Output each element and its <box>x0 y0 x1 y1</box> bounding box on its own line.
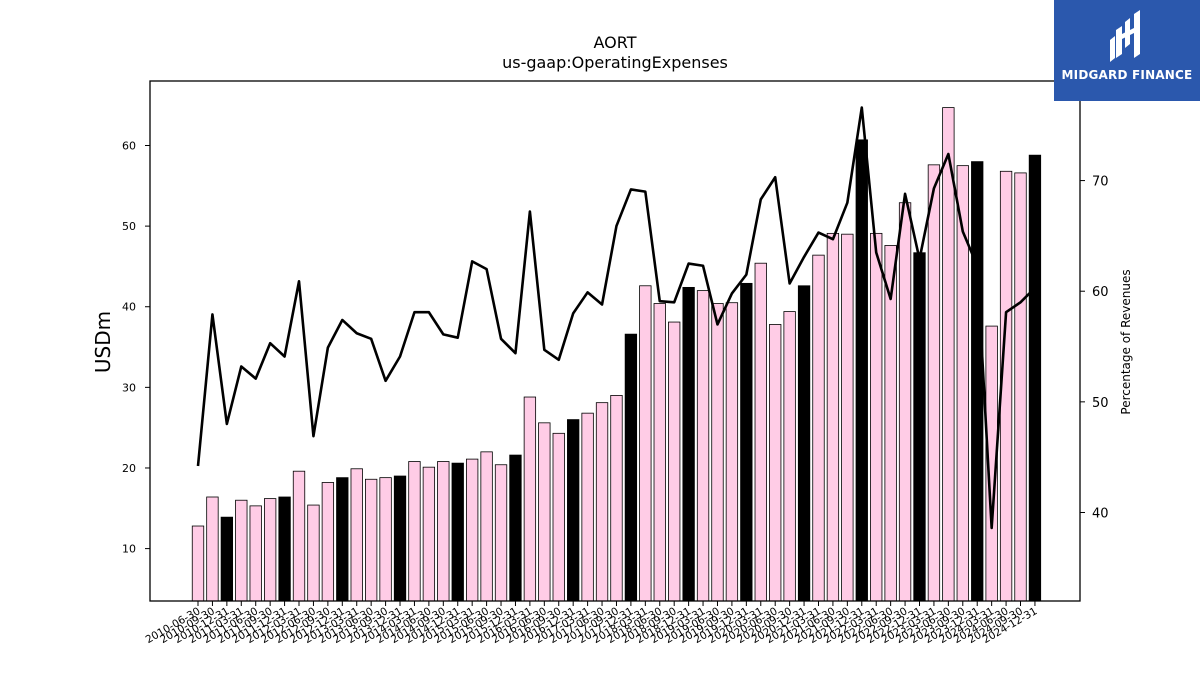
bar <box>812 254 825 602</box>
y-axis-right: 40 50 60 70 <box>1080 175 1109 521</box>
bar <box>567 419 580 602</box>
y2-tick-label: 60 <box>1092 285 1109 300</box>
bar <box>711 303 724 602</box>
bar <box>1028 154 1042 602</box>
y-tick-label: 10 <box>122 543 136 556</box>
bar <box>913 252 926 602</box>
bar <box>466 458 479 602</box>
bar <box>307 504 320 602</box>
bar <box>595 402 609 602</box>
brand-name: MIDGARD FINANCE <box>1061 68 1193 82</box>
bar <box>538 422 551 602</box>
bar <box>336 477 349 602</box>
bar <box>1014 172 1027 602</box>
bar <box>610 395 623 602</box>
y-tick-label: 60 <box>122 139 136 152</box>
brand-logo-mark-icon <box>1110 10 1140 62</box>
bar <box>841 233 854 602</box>
bar <box>754 262 767 602</box>
y2-tick-label: 70 <box>1092 175 1109 190</box>
y2-tick-label: 40 <box>1092 506 1109 521</box>
bar <box>668 321 681 602</box>
bar-series <box>191 107 1042 602</box>
bar <box>725 302 739 602</box>
y-tick-label: 40 <box>122 301 136 314</box>
bar <box>523 396 537 602</box>
bar <box>451 462 464 602</box>
bar <box>826 232 840 602</box>
y-tick-label: 30 <box>122 381 136 394</box>
bar <box>682 286 695 602</box>
bar <box>292 470 306 602</box>
bar <box>393 475 407 602</box>
y2-axis-label: Percentage of Revenues <box>1119 269 1133 414</box>
bar <box>220 516 234 602</box>
bar <box>191 525 205 602</box>
y-axis-label: USDm <box>91 311 115 373</box>
plot-frame <box>149 80 1081 602</box>
chart-title: AORT <box>594 33 637 52</box>
bar <box>509 454 522 602</box>
y2-tick-label: 50 <box>1092 396 1109 411</box>
bar <box>206 496 219 602</box>
bar <box>321 482 335 602</box>
y-tick-label: 20 <box>122 462 136 475</box>
bar <box>740 282 753 602</box>
bar <box>927 164 941 602</box>
bar <box>249 505 262 602</box>
bar <box>855 139 868 602</box>
brand-logo: MIDGARD FINANCE <box>1054 0 1200 101</box>
bar <box>696 290 710 602</box>
bar <box>480 451 493 602</box>
bar <box>653 303 666 602</box>
bar <box>379 477 392 602</box>
x-axis: 2010-06-302010-09-302010-12-312011-03-31… <box>144 601 1039 646</box>
bar <box>263 498 277 602</box>
bar <box>494 464 508 602</box>
bar <box>235 499 248 602</box>
bar <box>783 311 796 602</box>
bar <box>971 161 984 602</box>
bar <box>365 478 378 602</box>
bar <box>639 285 652 602</box>
revenue-percentage-line <box>196 106 1036 530</box>
bar <box>797 285 811 602</box>
bar <box>769 324 782 602</box>
bar <box>624 333 638 602</box>
chart-subtitle: us-gaap:OperatingExpenses <box>502 53 728 72</box>
bar <box>408 461 421 602</box>
bar <box>422 466 436 602</box>
y-axis-left: 10 20 30 40 50 60 <box>122 139 150 556</box>
line-series <box>196 106 1036 530</box>
bar <box>437 461 450 602</box>
bar <box>552 432 565 602</box>
bar <box>350 468 363 602</box>
y-tick-label: 50 <box>122 220 136 233</box>
bar <box>581 412 594 602</box>
bar <box>278 496 291 602</box>
bar <box>898 202 912 602</box>
bar <box>870 232 883 602</box>
